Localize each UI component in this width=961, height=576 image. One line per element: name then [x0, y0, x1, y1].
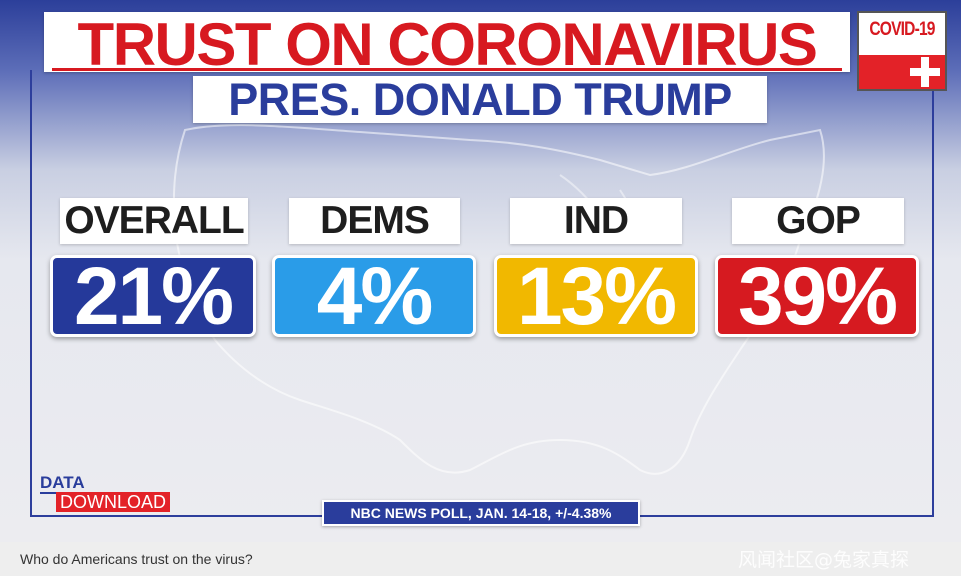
title-banner: TRUST ON CORONAVIRUS [44, 11, 850, 78]
title: TRUST ON CORONAVIRUS [77, 11, 818, 78]
value-overall: 21% [50, 255, 256, 338]
value-ind: 13% [494, 255, 698, 338]
plus-icon-bar [910, 68, 940, 76]
title-underline [52, 68, 842, 71]
data-download-logo: DATA DOWNLOAD [38, 473, 208, 513]
badge-text: COVID-19 [869, 19, 935, 40]
value-gop: 39% [715, 255, 919, 338]
value-dems: 4% [272, 255, 476, 338]
caption-bar: Who do Americans trust on the virus? 风闻社… [0, 542, 961, 576]
image-caption: Who do Americans trust on the virus? [20, 551, 253, 567]
label-overall: OVERALL [60, 198, 248, 244]
covid-badge: COVID-19 [857, 11, 947, 91]
label-dems: DEMS [289, 198, 460, 244]
logo-underline [40, 492, 58, 494]
subtitle: PRES. DONALD TRUMP [228, 74, 732, 125]
source-note: NBC NEWS POLL, JAN. 14-18, +/-4.38% [322, 500, 640, 526]
watermark: 风闻社区@兔家真探 [738, 549, 910, 571]
graphic-panel: TRUST ON CORONAVIRUS PRES. DONALD TRUMP … [0, 0, 961, 542]
logo-download-text: DOWNLOAD [56, 492, 171, 512]
label-gop: GOP [732, 198, 904, 244]
logo-data-text: DATA [40, 473, 85, 492]
subtitle-banner: PRES. DONALD TRUMP [193, 74, 767, 125]
label-ind: IND [510, 198, 682, 244]
